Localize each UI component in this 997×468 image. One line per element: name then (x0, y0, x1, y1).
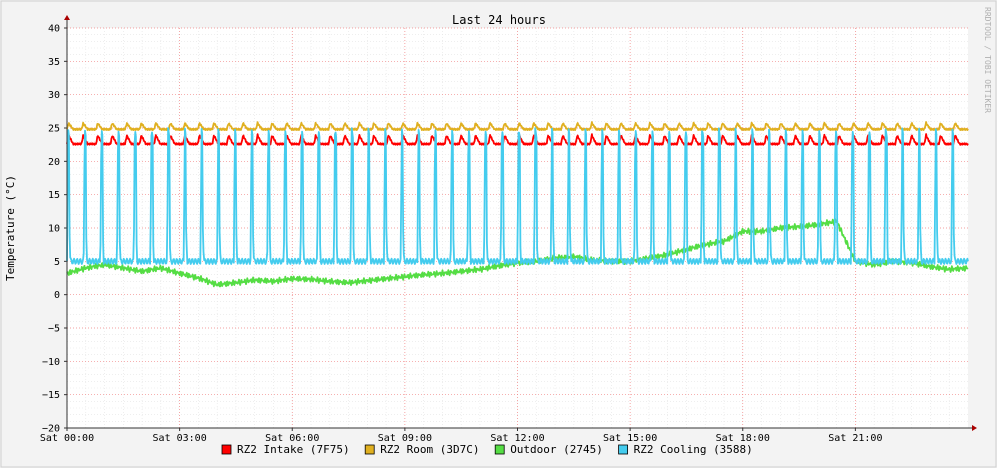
y-tick-label: 10 (48, 224, 60, 235)
x-tick-label: Sat 06:00 (265, 433, 319, 444)
series-line-0 (66, 133, 969, 146)
x-tick-label: Sat 12:00 (490, 433, 544, 444)
y-tick-label: 5 (54, 257, 60, 268)
legend-label: RZ2 Intake (7F75) (237, 443, 350, 456)
legend-swatch (221, 444, 232, 455)
y-tick-label: 0 (54, 290, 60, 301)
rrdtool-watermark: RRDTOOL / TOBI OETIKER (983, 7, 992, 113)
y-tick-label: −15 (42, 390, 60, 401)
y-tick-label: 15 (48, 190, 60, 201)
legend-label: Outdoor (2745) (510, 443, 603, 456)
series-line-1 (66, 121, 969, 131)
x-axis-arrow (972, 425, 977, 431)
x-tick-label: Sat 21:00 (828, 433, 882, 444)
y-tick-label: −20 (42, 424, 60, 435)
y-tick-label: −10 (42, 357, 60, 368)
legend-label: RZ2 Cooling (3588) (634, 443, 753, 456)
legend-swatch (494, 444, 505, 455)
axes (64, 15, 977, 431)
legend-swatch (618, 444, 628, 455)
y-tick-label: 20 (48, 157, 60, 168)
y-axis-arrow (64, 15, 70, 20)
legend: RZ2 Intake (7F75) RZ2 Room (3D7C) Outdoor … (221, 443, 753, 456)
y-tick-label: 40 (48, 24, 60, 35)
x-tick-label: Sat 00:00 (40, 433, 94, 444)
y-tick-label: 30 (48, 90, 60, 101)
chart-title: Last 24 hours (452, 13, 546, 27)
x-tick-label: Sat 03:00 (153, 433, 207, 444)
y-tick-label: 35 (48, 57, 60, 68)
x-tick-label: Sat 15:00 (603, 433, 657, 444)
data-series (66, 121, 969, 288)
y-tick-label: 25 (48, 124, 60, 135)
legend-label: RZ2 Room (3D7C) (380, 443, 479, 456)
legend-swatch (364, 444, 375, 455)
y-tick-label: −5 (48, 324, 60, 335)
y-axis-label: Temperature (°C) (4, 175, 17, 281)
x-tick-label: Sat 09:00 (378, 433, 432, 444)
y-tick-labels: 40 35 30 25 20 15 10 5 0 −5 −10 −15 −20 (42, 24, 67, 435)
series-line-3 (66, 127, 969, 265)
x-tick-label: Sat 18:00 (716, 433, 770, 444)
